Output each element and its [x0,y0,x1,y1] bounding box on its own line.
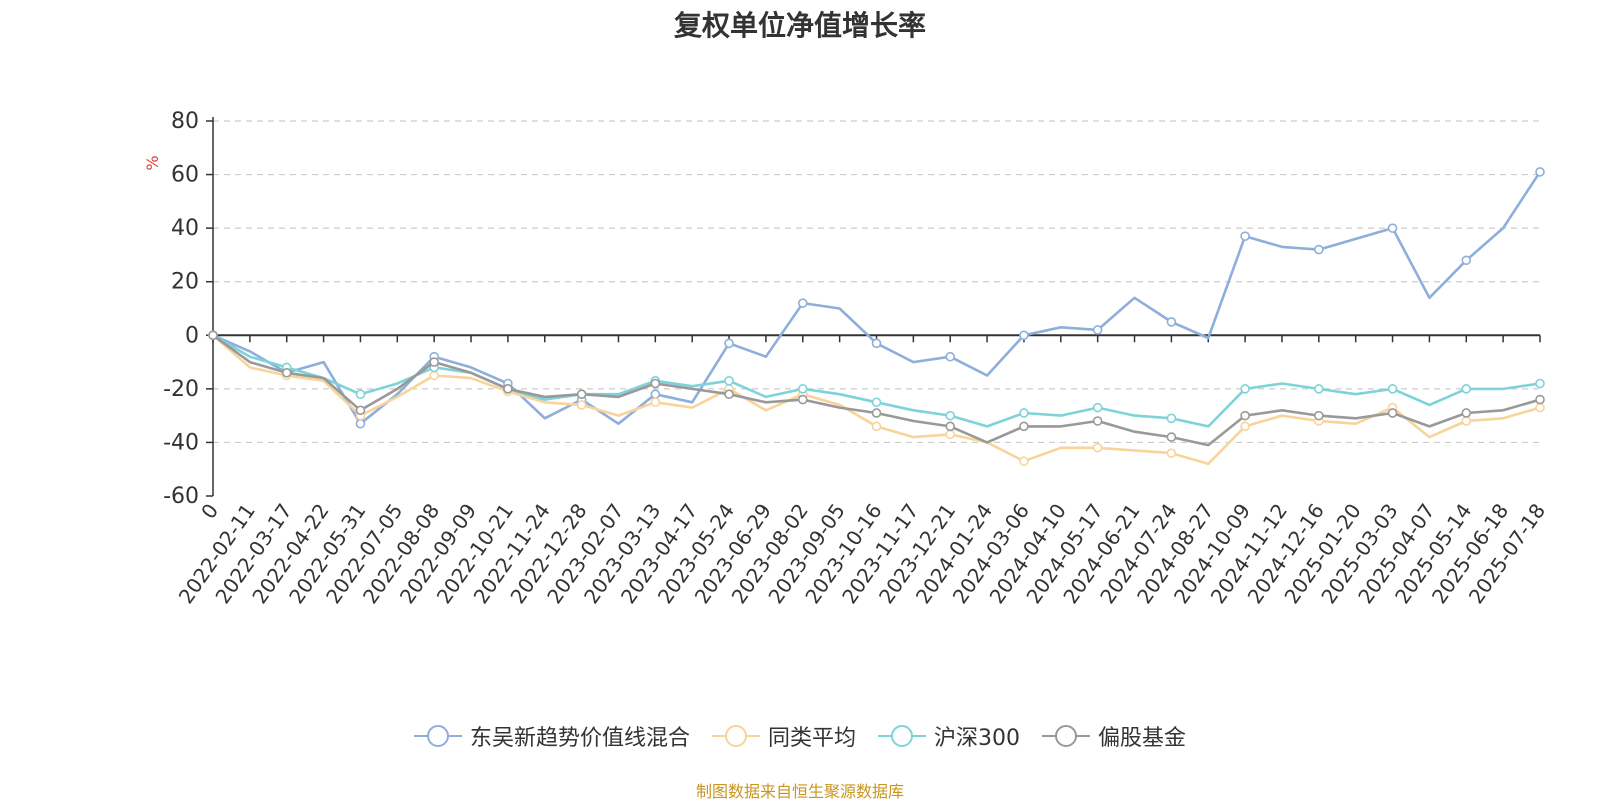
series-hs300-point [1535,378,1545,389]
legend: 东吴新趋势价值线混合 同类平均 沪深300 偏股基金 [0,720,1600,752]
series-equity-fund-point [1387,408,1398,418]
series-hs300-point [1019,408,1029,418]
series-equity-fund-point [1535,394,1545,405]
series-hs300-point [1166,413,1177,424]
legend-item-series-peer-average[interactable]: 同类平均 [711,720,856,752]
legend-item-series-dongwu[interactable]: 东吴新趋势价值线混合 [413,720,690,752]
series-equity-fund-point [871,408,882,418]
series-peer-average-point [1535,402,1545,413]
series-peer-average-point [1166,448,1177,458]
legend-label: 偏股基金 [1098,726,1187,751]
series-peer-average-point [576,400,587,410]
y-tick-label: -20 [163,377,199,402]
series-hs300-point [724,376,734,386]
legend-marker-icon [1042,725,1090,747]
series-hs300-point [1461,384,1472,394]
series-equity-fund-point [1314,410,1324,421]
series-peer-average-point [650,397,661,408]
legend-label: 同类平均 [767,726,856,751]
series-dongwu-point [1387,223,1398,233]
series-equity-fund-point [945,421,956,432]
series-equity-fund-point [1092,416,1103,426]
y-tick-label: 40 [171,216,199,241]
source-note: 制图数据来自恒生聚源数据库 [695,782,904,801]
x-tick-label: 0 [196,499,223,523]
series-equity-fund-point [1019,421,1029,432]
legend-marker-icon [711,725,760,747]
series-dongwu-point [1314,244,1324,255]
series-dongwu-point [945,351,956,362]
y-tick-label: 80 [171,109,199,134]
series-hs300-point [1314,384,1324,394]
series-dongwu-point [797,298,808,308]
legend-marker-icon [413,725,462,747]
series-equity-fund-point [281,367,292,378]
legend-label: 沪深300 [934,726,1020,751]
series-equity-fund-point [1166,432,1177,442]
series-dongwu-point [650,389,661,400]
series-equity-fund-point [797,394,808,405]
series-dongwu-point [355,418,366,429]
series-peer-average-point [1461,416,1472,426]
series-equity-fund-point [355,405,366,416]
series-peer-average-point [1240,421,1250,432]
series-peer-average-point [945,429,956,440]
series-dongwu-point [1240,231,1250,241]
series-peer-average-point [1092,442,1103,453]
series-equity-fund-point [429,357,439,367]
series-equity-fund-point [503,384,513,394]
y-tick-label: 0 [185,323,199,348]
series-peer-average-point [871,421,882,432]
series-dongwu-point [1166,317,1177,327]
y-tick-label: 20 [171,270,199,295]
series-equity-fund-point [208,330,218,341]
series-dongwu-line [212,171,1542,426]
series-hs300-point [1092,402,1103,413]
legend-item-series-equity-fund[interactable]: 偏股基金 [1042,720,1186,752]
series-hs300-point [1387,384,1398,394]
series-hs300-point [871,397,882,408]
legend-label: 东吴新趋势价值线混合 [469,726,690,751]
series-dongwu-point [1092,325,1103,335]
series-equity-fund-point [650,378,661,389]
legend-marker-icon [878,725,926,747]
y-axis-label: % [143,155,162,170]
y-tick-label: -60 [163,484,199,509]
series-equity-fund-point [576,389,587,400]
y-tick-label: 60 [171,163,199,188]
series-hs300-point [945,410,956,421]
series-peer-average-point [429,370,439,381]
series-peer-average-point [1019,456,1029,466]
series-equity-fund-point [1461,408,1472,418]
series-hs300-point [355,389,366,400]
series-equity-fund-point [724,389,734,400]
series-dongwu-point [1535,167,1545,177]
series-dongwu-point [1461,255,1472,266]
series-dongwu-point [724,338,734,349]
series-hs300-point [797,384,808,394]
chart-title: 复权单位净值增长率 [673,9,926,42]
series-equity-fund-point [1240,410,1250,421]
line-chart: 806040200-20-40-60%02022-02-112022-03-17… [143,109,1550,608]
series-dongwu-point [1019,330,1029,341]
series-dongwu-point [871,338,882,349]
legend-item-series-hs300[interactable]: 沪深300 [878,720,1020,752]
y-tick-label: -40 [163,430,199,455]
series-hs300-point [1240,384,1250,394]
